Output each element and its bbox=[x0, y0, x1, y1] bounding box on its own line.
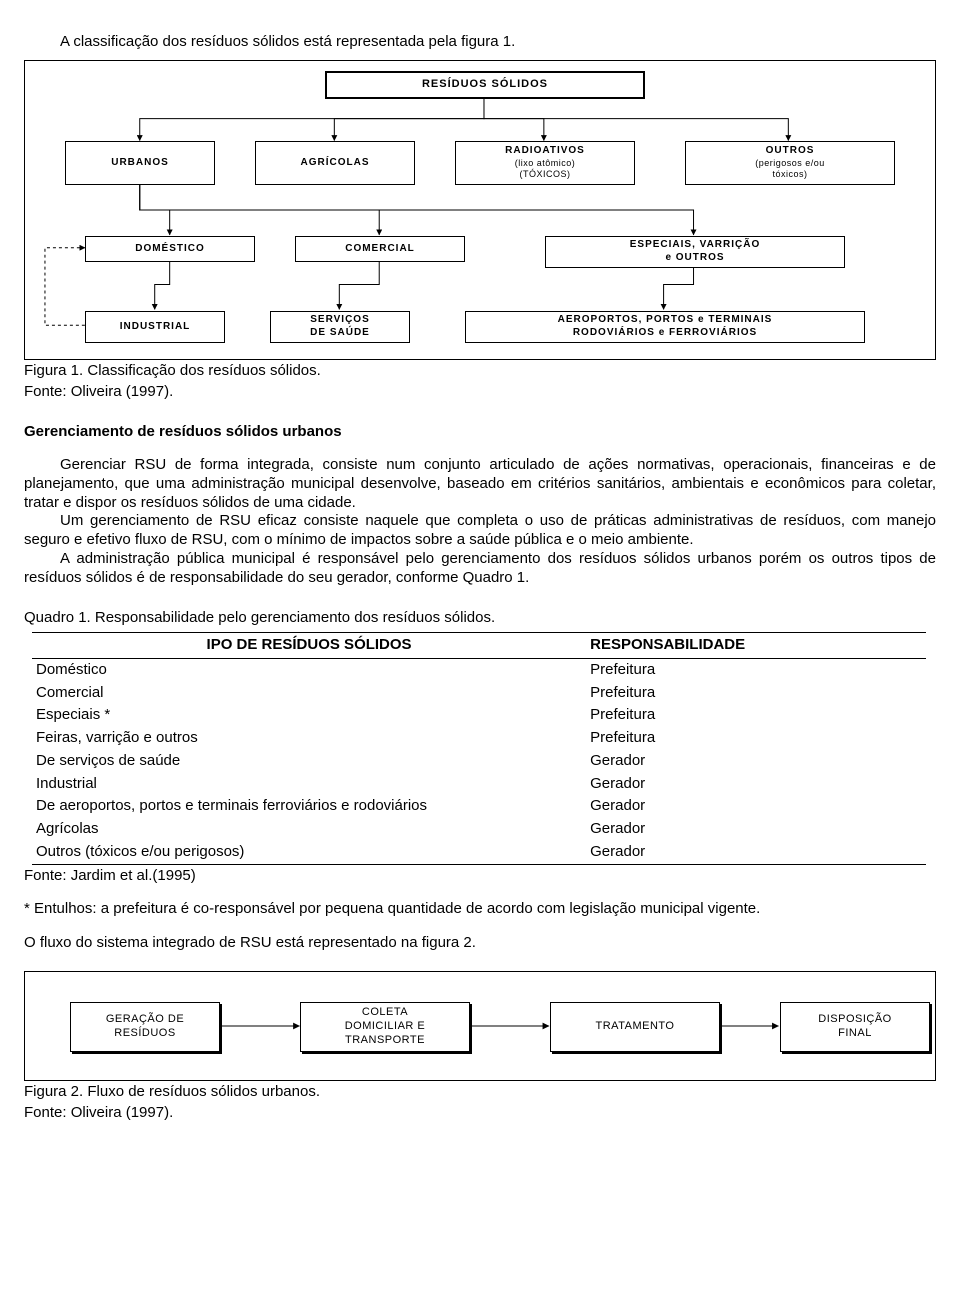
table-row: Feiras, varrição e outrosPrefeitura bbox=[32, 727, 926, 750]
paragraph-3: A administração pública municipal é resp… bbox=[24, 550, 936, 588]
table-cell-type: Industrial bbox=[32, 773, 586, 796]
fig1-l1-1-title: AGRÍCOLAS bbox=[301, 157, 370, 170]
quadro-col-1: RESPONSABILIDADE bbox=[586, 633, 926, 659]
table-cell-type: De serviços de saúde bbox=[32, 750, 586, 773]
figure1-diagram: RESÍDUOS SÓLIDOS URBANOS AGRÍCOLAS RADIO… bbox=[24, 60, 936, 360]
table-cell-type: Doméstico bbox=[32, 658, 586, 681]
fig1-l3-saude: SERVIÇOSDE SAÚDE bbox=[270, 311, 410, 343]
quadro-title: Quadro 1. Responsabilidade pelo gerencia… bbox=[24, 609, 936, 628]
fig1-l2-domestico: DOMÉSTICO bbox=[85, 236, 255, 262]
quadro-col-0: IPO DE RESÍDUOS SÓLIDOS bbox=[32, 633, 586, 659]
fig2-node-geracao: GERAÇÃO DERESÍDUOS bbox=[70, 1002, 220, 1052]
intro-text: A classificação dos resíduos sólidos est… bbox=[24, 33, 936, 52]
table-cell-type: Comercial bbox=[32, 682, 586, 705]
table-cell-type: Agrícolas bbox=[32, 818, 586, 841]
fig1-l1-3-title: OUTROS bbox=[766, 145, 815, 158]
table-cell-type: Especiais * bbox=[32, 704, 586, 727]
fig2-node-coleta: COLETADOMICILIAR ETRANSPORTE bbox=[300, 1002, 470, 1052]
table-cell-resp: Prefeitura bbox=[586, 704, 926, 727]
table-row: DomésticoPrefeitura bbox=[32, 658, 926, 681]
table-cell-resp: Gerador bbox=[586, 795, 926, 818]
figure2-caption: Figura 2. Fluxo de resíduos sólidos urba… bbox=[24, 1083, 936, 1102]
fig1-l1-agricolas: AGRÍCOLAS bbox=[255, 141, 415, 185]
fig1-root: RESÍDUOS SÓLIDOS bbox=[325, 71, 645, 99]
table-cell-resp: Prefeitura bbox=[586, 658, 926, 681]
table-cell-type: Feiras, varrição e outros bbox=[32, 727, 586, 750]
figure2-source: Fonte: Oliveira (1997). bbox=[24, 1104, 936, 1123]
table-cell-resp: Prefeitura bbox=[586, 727, 926, 750]
table-cell-resp: Gerador bbox=[586, 750, 926, 773]
fig1-l1-radioativos: RADIOATIVOS (lixo atômico)(TÓXICOS) bbox=[455, 141, 635, 185]
table-cell-resp: Prefeitura bbox=[586, 682, 926, 705]
figure2-diagram: GERAÇÃO DERESÍDUOS COLETADOMICILIAR ETRA… bbox=[24, 971, 936, 1081]
table-cell-resp: Gerador bbox=[586, 841, 926, 864]
fig1-l1-2-sub: (lixo atômico)(TÓXICOS) bbox=[515, 158, 576, 181]
fig1-l1-0-title: URBANOS bbox=[111, 157, 169, 170]
fig1-l1-2-title: RADIOATIVOS bbox=[505, 145, 585, 158]
paragraph-block: Gerenciar RSU de forma integrada, consis… bbox=[24, 456, 936, 587]
figure1-caption: Figura 1. Classificação dos resíduos sól… bbox=[24, 362, 936, 381]
flux-intro: O fluxo do sistema integrado de RSU está… bbox=[24, 934, 936, 953]
fig1-l3-industrial: INDUSTRIAL bbox=[85, 311, 225, 343]
table-row: Especiais *Prefeitura bbox=[32, 704, 926, 727]
table-cell-type: De aeroportos, portos e terminais ferrov… bbox=[32, 795, 586, 818]
table-row: De serviços de saúdeGerador bbox=[32, 750, 926, 773]
quadro-source: Fonte: Jardim et al.(1995) bbox=[24, 867, 936, 886]
table-row: De aeroportos, portos e terminais ferrov… bbox=[32, 795, 926, 818]
fig1-l1-3-sub: (perigosos e/outóxicos) bbox=[755, 158, 825, 181]
section-title: Gerenciamento de resíduos sólidos urbano… bbox=[24, 423, 936, 442]
paragraph-1: Gerenciar RSU de forma integrada, consis… bbox=[24, 456, 936, 512]
table-cell-type: Outros (tóxicos e/ou perigosos) bbox=[32, 841, 586, 864]
paragraph-2: Um gerenciamento de RSU eficaz consiste … bbox=[24, 512, 936, 550]
table-cell-resp: Gerador bbox=[586, 818, 926, 841]
quadro-footnote: * Entulhos: a prefeitura é co-responsáve… bbox=[24, 900, 936, 919]
table-cell-resp: Gerador bbox=[586, 773, 926, 796]
table-row: Outros (tóxicos e/ou perigosos)Gerador bbox=[32, 841, 926, 864]
fig1-l3-aeroportos: AEROPORTOS, PORTOS e TERMINAISRODOVIÁRIO… bbox=[465, 311, 865, 343]
table-row: IndustrialGerador bbox=[32, 773, 926, 796]
fig1-l2-comercial: COMERCIAL bbox=[295, 236, 465, 262]
fig2-node-tratamento: TRATAMENTO bbox=[550, 1002, 720, 1052]
figure1-source: Fonte: Oliveira (1997). bbox=[24, 383, 936, 402]
fig2-node-disposicao: DISPOSIÇÃOFINAL bbox=[780, 1002, 930, 1052]
table-row: AgrícolasGerador bbox=[32, 818, 926, 841]
table-row: ComercialPrefeitura bbox=[32, 682, 926, 705]
fig1-l1-urbanos: URBANOS bbox=[65, 141, 215, 185]
quadro-table: IPO DE RESÍDUOS SÓLIDOS RESPONSABILIDADE… bbox=[32, 632, 926, 865]
fig1-l1-outros: OUTROS (perigosos e/outóxicos) bbox=[685, 141, 895, 185]
fig1-l2-especiais: ESPECIAIS, VARRIÇÃOe OUTROS bbox=[545, 236, 845, 268]
